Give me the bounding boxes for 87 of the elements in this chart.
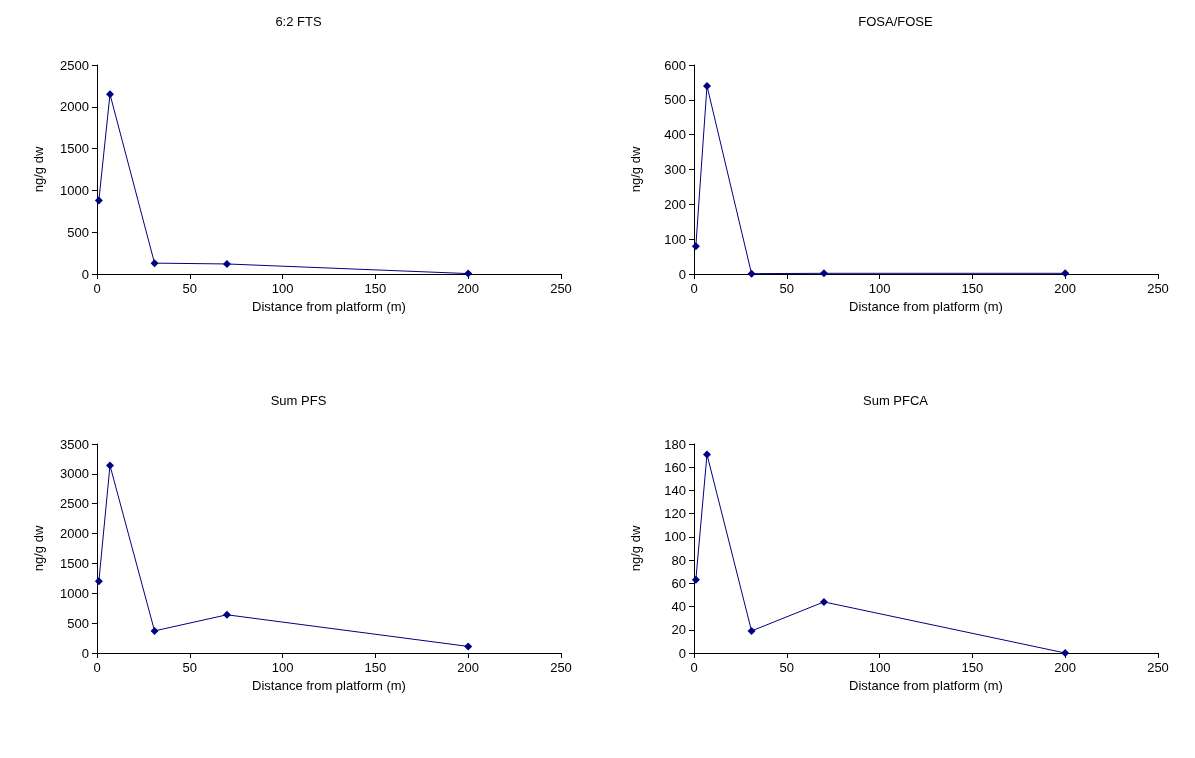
- y-tick-label: 1500: [60, 141, 89, 157]
- x-tick-label: 200: [1054, 660, 1077, 675]
- x-tick-label: 250: [550, 281, 572, 296]
- y-tick-label: 20: [671, 622, 686, 638]
- y-axis-title: ng/g dw: [628, 146, 643, 193]
- y-tick-label: 0: [678, 645, 686, 661]
- x-tick-label: 250: [1147, 660, 1169, 675]
- x-tick-label: 200: [457, 660, 480, 675]
- point: [150, 259, 159, 268]
- y-tick-label: 180: [664, 436, 686, 452]
- point: [150, 626, 159, 635]
- x-tick-label: 0: [93, 281, 101, 296]
- y-tick-label: 3500: [60, 436, 89, 452]
- point: [747, 626, 756, 635]
- chart-title: FOSA/FOSE: [858, 14, 934, 29]
- point: [691, 242, 700, 251]
- point: [464, 642, 473, 651]
- point: [747, 269, 756, 278]
- y-tick-label: 80: [671, 552, 686, 568]
- y-axis-title: ng/g dw: [31, 525, 46, 572]
- x-tick-label: 0: [690, 281, 698, 296]
- y-tick-label: 500: [67, 615, 89, 631]
- x-tick-label: 250: [550, 660, 572, 675]
- y-tick-label: 300: [664, 162, 686, 177]
- x-tick-label: 50: [182, 281, 198, 296]
- x-tick-label: 50: [779, 660, 795, 675]
- y-tick-label: 2500: [60, 57, 89, 73]
- y-axis-title: ng/g dw: [31, 146, 46, 193]
- x-tick-label: 150: [364, 281, 387, 296]
- point: [464, 269, 473, 278]
- y-tick-label: 160: [664, 459, 686, 475]
- chart-title: Sum PFCA: [862, 393, 929, 408]
- y-tick-label: 200: [664, 196, 686, 212]
- y-tick-label: 1000: [60, 182, 89, 198]
- point: [222, 259, 231, 268]
- x-tick-label: 100: [868, 660, 891, 675]
- point: [1061, 649, 1070, 657]
- x-axis-title: Distance from platform (m): [252, 299, 406, 314]
- point: [94, 577, 103, 586]
- point: [702, 450, 711, 459]
- y-tick-label: 500: [664, 92, 686, 108]
- x-axis-title: Distance from platform (m): [252, 678, 406, 693]
- x-tick-label: 100: [271, 281, 294, 296]
- y-tick-label: 40: [671, 599, 686, 615]
- x-tick-label: 50: [779, 281, 795, 296]
- point: [94, 196, 103, 205]
- point: [819, 269, 828, 278]
- point: [691, 575, 700, 584]
- chart-title: 6:2 FTS: [275, 14, 322, 29]
- point: [819, 597, 828, 606]
- x-tick-label: 200: [1054, 281, 1077, 296]
- x-tick-label: 0: [690, 660, 698, 675]
- x-axis-title: Distance from platform (m): [849, 678, 1003, 693]
- y-axis-title: ng/g dw: [628, 525, 643, 572]
- point: [1061, 269, 1070, 278]
- point: [105, 461, 114, 470]
- point: [222, 610, 231, 619]
- x-tick-label: 200: [457, 281, 480, 296]
- x-tick-label: 100: [271, 660, 294, 675]
- y-tick-label: 600: [664, 57, 686, 73]
- y-tick-label: 1000: [60, 585, 89, 601]
- chart-title: Sum PFS: [270, 393, 327, 408]
- x-tick-label: 150: [364, 660, 387, 675]
- y-tick-label: 400: [664, 127, 686, 143]
- y-tick-label: 0: [678, 266, 686, 282]
- x-tick-label: 0: [93, 660, 101, 675]
- y-tick-label: 0: [81, 645, 89, 661]
- y-tick-label: 1500: [60, 555, 89, 571]
- y-tick-label: 0: [81, 266, 89, 282]
- y-tick-label: 500: [67, 224, 89, 240]
- x-axis-title: Distance from platform (m): [849, 299, 1003, 314]
- y-tick-label: 2000: [60, 99, 89, 115]
- y-tick-label: 3000: [60, 466, 89, 482]
- point: [702, 81, 711, 90]
- y-tick-label: 2500: [60, 496, 89, 512]
- y-tick-label: 100: [664, 529, 686, 545]
- point: [105, 90, 114, 99]
- y-tick-label: 140: [664, 482, 686, 498]
- x-tick-label: 100: [868, 281, 891, 296]
- x-tick-label: 250: [1147, 281, 1169, 296]
- y-tick-label: 2000: [60, 526, 89, 542]
- x-tick-label: 150: [961, 281, 984, 296]
- x-tick-label: 150: [961, 660, 984, 675]
- x-tick-label: 50: [182, 660, 198, 675]
- y-tick-label: 60: [671, 575, 686, 591]
- y-tick-label: 100: [664, 231, 686, 247]
- y-tick-label: 120: [664, 506, 686, 522]
